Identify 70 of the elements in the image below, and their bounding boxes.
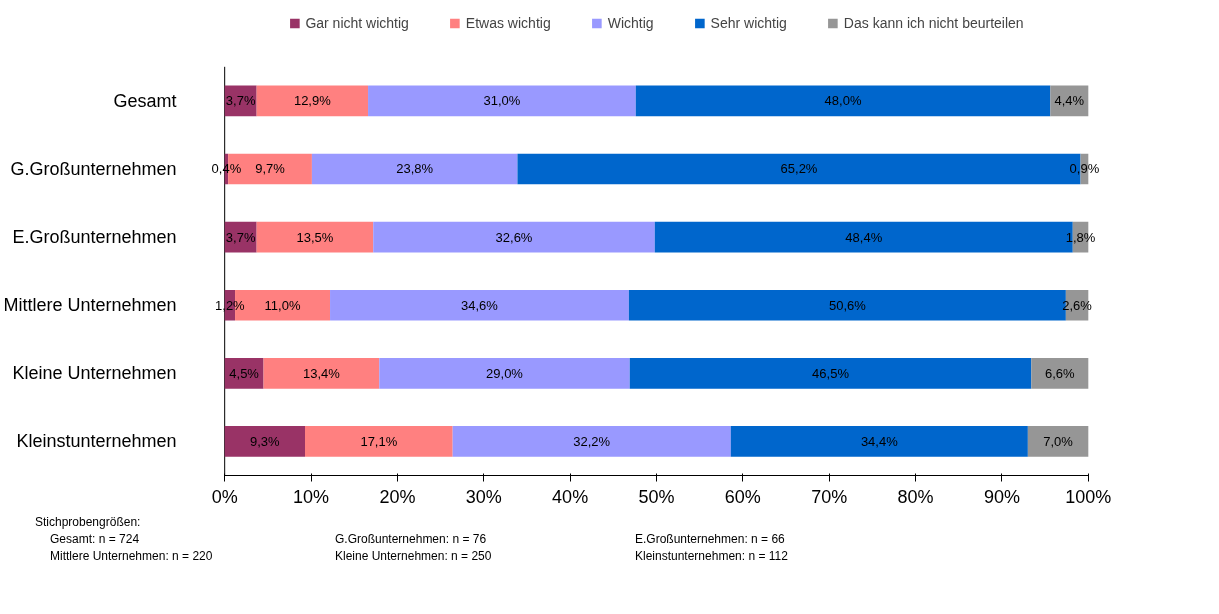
- y-tick-label: G.Großunternehmen: [10, 158, 177, 179]
- bar: [256, 85, 369, 117]
- bar: [1027, 426, 1089, 457]
- data-label: 6,6%: [1045, 365, 1076, 381]
- data-label: 4,5%: [229, 365, 260, 381]
- legend-label: Wichtig: [607, 15, 654, 31]
- legend-label: Sehr wichtig: [710, 15, 787, 31]
- x-tick-label: 40%: [552, 486, 589, 507]
- text: Mittlere Unternehmen: n = 220: [50, 548, 214, 566]
- data-label: 29,0%: [486, 365, 524, 381]
- bar: [373, 221, 655, 253]
- data-label: 13,4%: [302, 365, 341, 381]
- legend-label: Etwas wichtig: [465, 15, 551, 31]
- x-tick-label: 80%: [897, 486, 934, 507]
- data-label: 46,5%: [812, 365, 850, 381]
- bar: [629, 358, 1032, 389]
- x-tick-label: 20%: [379, 486, 416, 507]
- bar: [730, 426, 1028, 457]
- text: Gesamt: n = 724: [50, 531, 141, 549]
- data-label: 65,2%: [780, 161, 818, 177]
- data-label: 32,2%: [573, 433, 611, 449]
- bar: [330, 289, 629, 321]
- bar: [452, 426, 731, 457]
- bar: [1031, 358, 1089, 389]
- y-tick-label: Kleine Unternehmen: [12, 363, 177, 384]
- x-tick-label: 10%: [293, 486, 330, 507]
- data-label: 17,1%: [360, 433, 398, 449]
- data-label: 3,7%: [225, 93, 256, 109]
- bar: [379, 358, 630, 389]
- data-label: 7,0%: [1043, 433, 1074, 449]
- y-tick-label: E.Großunternehmen: [12, 227, 177, 248]
- data-label: 48,4%: [845, 229, 883, 245]
- data-label: 31,0%: [483, 93, 521, 109]
- data-label: 12,9%: [293, 93, 332, 109]
- x-tick-label: 100%: [1065, 486, 1112, 507]
- data-label: 9,3%: [250, 433, 281, 449]
- y-tick-label: Kleinstunternehmen: [16, 431, 177, 452]
- text: Stichprobengrößen:: [35, 514, 142, 531]
- data-label: 50,6%: [828, 297, 867, 313]
- data-label: 4,4%: [1054, 93, 1085, 109]
- bar: [305, 426, 453, 457]
- bar: [368, 85, 636, 117]
- x-tick-label: 30%: [465, 486, 502, 507]
- x-tick-label: 60%: [724, 486, 761, 507]
- data-label: 34,6%: [461, 297, 499, 313]
- data-label: 13,5%: [296, 229, 334, 245]
- data-label: 3,7%: [225, 229, 256, 245]
- bar: [224, 426, 305, 457]
- text: G.Großunternehmen: n = 76: [335, 531, 488, 549]
- y-tick-label: Gesamt: [113, 90, 177, 111]
- text: Kleinstunternehmen: n = 112: [635, 548, 789, 566]
- bar: [263, 358, 380, 389]
- x-tick-label: 70%: [811, 486, 848, 507]
- data-label: 48,0%: [824, 93, 862, 109]
- data-label: 34,4%: [860, 433, 899, 449]
- text: E.Großunternehmen: n = 66: [635, 531, 786, 549]
- legend-label: Gar nicht wichtig: [305, 15, 409, 31]
- x-tick-label: 90%: [983, 486, 1020, 507]
- bar: [256, 221, 374, 253]
- x-tick-label: 50%: [638, 486, 675, 507]
- text: Kleine Unternehmen: n = 250: [335, 548, 493, 566]
- x-tick-label: 0%: [211, 486, 238, 507]
- bar: [311, 153, 518, 185]
- legend-label: Das kann ich nicht beurteilen: [843, 15, 1024, 31]
- y-tick-label: Mittlere Unternehmen: [3, 295, 177, 316]
- data-label: 32,6%: [495, 229, 533, 245]
- data-label: 23,8%: [396, 161, 434, 177]
- bar: [635, 85, 1051, 117]
- data-label: 9,7%: [255, 161, 286, 177]
- data-label: 11,0%: [264, 297, 301, 313]
